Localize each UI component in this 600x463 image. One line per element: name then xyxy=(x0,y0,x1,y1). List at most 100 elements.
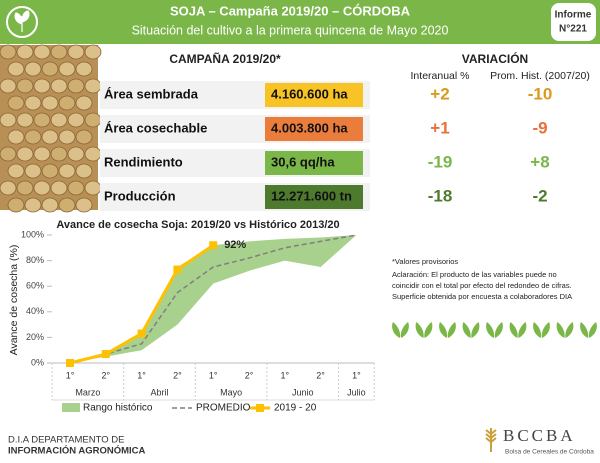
leaf-icon xyxy=(415,322,433,338)
variation-value: -10 xyxy=(528,84,553,103)
soybean xyxy=(75,61,93,77)
soybean xyxy=(50,146,68,162)
soybean xyxy=(84,44,102,60)
soybean xyxy=(16,112,34,128)
soybean xyxy=(16,44,34,60)
row-label: Área cosechable xyxy=(104,120,207,135)
legend-label: Rango histórico xyxy=(83,403,153,414)
soybean xyxy=(0,78,17,94)
soybean xyxy=(84,78,102,94)
leaf-icon xyxy=(533,322,550,338)
row-value: 4.160.600 ha xyxy=(271,86,348,101)
soybean xyxy=(0,146,17,162)
x-tick-label: 1° xyxy=(352,370,361,380)
soybean xyxy=(67,180,85,196)
month-label: Marzo xyxy=(75,387,100,397)
soybean xyxy=(41,95,59,111)
soybean xyxy=(50,78,68,94)
series-line xyxy=(69,234,357,364)
soybean xyxy=(84,146,102,162)
note: Aclaración: El producto de las variables… xyxy=(392,270,557,279)
soybean xyxy=(0,112,17,128)
x-tick-label: 1° xyxy=(209,370,218,380)
soybean xyxy=(67,78,85,94)
soybean xyxy=(7,163,25,179)
soybean xyxy=(75,95,93,111)
series-point xyxy=(137,329,146,338)
leaf-icon xyxy=(580,322,597,338)
soybean xyxy=(58,197,76,213)
x-tick-label: 2° xyxy=(245,370,254,380)
annotation: 92% xyxy=(224,239,246,251)
variation-value: +8 xyxy=(530,152,549,171)
soybean xyxy=(33,180,51,196)
campaign-title: CAMPAÑA 2019/20* xyxy=(169,51,281,66)
series-point xyxy=(101,350,110,359)
note: *Valores provisorios xyxy=(392,257,458,266)
soybean xyxy=(33,78,51,94)
month-label: Julio xyxy=(347,387,366,397)
leaf-icon xyxy=(392,322,409,338)
soybean xyxy=(50,112,68,128)
soybean xyxy=(24,197,42,213)
soybean xyxy=(16,180,34,196)
soybean xyxy=(58,129,76,145)
soybean xyxy=(41,197,59,213)
variation-value: +1 xyxy=(430,118,449,137)
soybean xyxy=(41,61,59,77)
soybean xyxy=(75,129,93,145)
x-tick-label: 1° xyxy=(66,370,75,380)
note: coincidir con el total por efecto del re… xyxy=(392,281,572,290)
footer-department: INFORMACIÓN AGRONÓMICA xyxy=(8,445,146,457)
legend-point xyxy=(256,404,264,412)
x-tick-label: 1° xyxy=(280,370,289,380)
report-badge xyxy=(551,3,596,41)
series-point xyxy=(66,359,74,367)
leaf-icon xyxy=(462,322,480,338)
header-leaf xyxy=(14,10,30,32)
row-label: Área sembrada xyxy=(104,86,199,101)
variation-value: -19 xyxy=(428,152,453,171)
variation-column: Interanual % xyxy=(411,70,470,82)
y-tick-label: 60% xyxy=(26,281,44,291)
soybean xyxy=(41,163,59,179)
note: Superficie obtenida por encuesta a colab… xyxy=(392,292,572,301)
variation-value: -2 xyxy=(532,186,547,205)
footer-department: D.I.A DEPARTAMENTO DE xyxy=(8,435,125,446)
legend-label: PROMEDIO xyxy=(196,403,251,414)
soybean xyxy=(33,44,51,60)
soybean xyxy=(67,146,85,162)
logo-subtitle: Bolsa de Cereales de Córdoba xyxy=(505,449,594,456)
value-box xyxy=(265,151,363,175)
series-point xyxy=(173,265,182,274)
row-value: 12.271.600 tn xyxy=(271,188,352,203)
header-bar xyxy=(0,0,600,44)
range-band xyxy=(70,235,357,363)
soybean xyxy=(0,44,17,60)
x-tick-label: 1° xyxy=(137,370,146,380)
variation-value: -9 xyxy=(532,118,547,137)
soybean xyxy=(50,180,68,196)
header-title: SOJA – Campaña 2019/20 – CÓRDOBA xyxy=(170,3,411,18)
soybean xyxy=(67,112,85,128)
month-label: Abril xyxy=(150,387,168,397)
x-tick-label: 2° xyxy=(316,370,325,380)
header-logo xyxy=(6,6,38,38)
leaf-icon xyxy=(486,322,503,338)
logo: BCCBA xyxy=(503,426,576,445)
soybean xyxy=(24,163,42,179)
variation-value: -18 xyxy=(428,186,453,205)
row-value: 30,6 qq/ha xyxy=(271,154,335,169)
soybean xyxy=(33,112,51,128)
soybean xyxy=(7,129,25,145)
variation-value: +2 xyxy=(430,84,449,103)
report-label: Informe xyxy=(555,10,592,21)
soybean xyxy=(50,44,68,60)
y-tick-label: 40% xyxy=(26,306,44,316)
legend-label: 2019 - 20 xyxy=(274,403,317,414)
soy-beans xyxy=(0,44,102,213)
leaf-icon xyxy=(509,322,527,338)
month-label: Junio xyxy=(292,387,314,397)
